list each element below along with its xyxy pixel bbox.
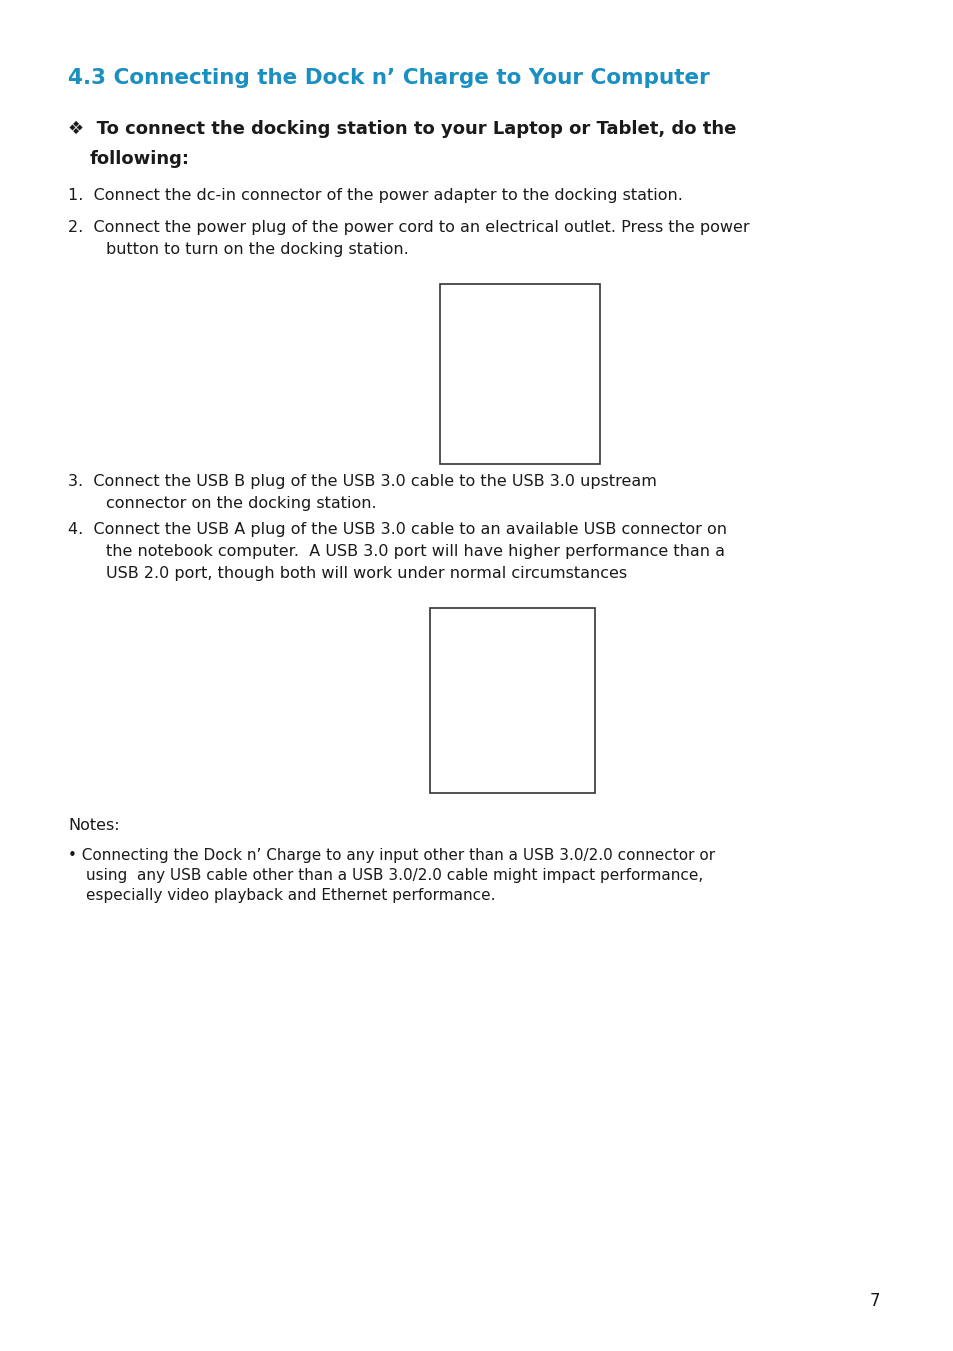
Text: 2.  Connect the power plug of the power cord to an electrical outlet. Press the : 2. Connect the power plug of the power c…	[68, 220, 749, 235]
Text: • Connecting the Dock n’ Charge to any input other than a USB 3.0/2.0 connector : • Connecting the Dock n’ Charge to any i…	[68, 848, 715, 863]
Text: button to turn on the docking station.: button to turn on the docking station.	[106, 242, 408, 257]
Text: 1.  Connect the dc-in connector of the power adapter to the docking station.: 1. Connect the dc-in connector of the po…	[68, 188, 682, 203]
Text: 7: 7	[868, 1292, 879, 1310]
Text: especially video playback and Ethernet performance.: especially video playback and Ethernet p…	[86, 888, 495, 902]
Bar	[430, 608, 595, 793]
Text: 4.3 Connecting the Dock n’ Charge to Your Computer: 4.3 Connecting the Dock n’ Charge to You…	[68, 68, 709, 88]
Text: using  any USB cable other than a USB 3.0/2.0 cable might impact performance,: using any USB cable other than a USB 3.0…	[86, 867, 702, 884]
Text: 3.  Connect the USB B plug of the USB 3.0 cable to the USB 3.0 upstream: 3. Connect the USB B plug of the USB 3.0…	[68, 474, 657, 489]
Text: following:: following:	[90, 150, 190, 168]
Text: 4.  Connect the USB A plug of the USB 3.0 cable to an available USB connector on: 4. Connect the USB A plug of the USB 3.0…	[68, 521, 726, 536]
Text: ❖  To connect the docking station to your Laptop or Tablet, do the: ❖ To connect the docking station to your…	[68, 120, 736, 138]
Text: Notes:: Notes:	[68, 817, 119, 834]
Text: connector on the docking station.: connector on the docking station.	[106, 496, 376, 511]
Bar	[439, 284, 599, 463]
Text: USB 2.0 port, though both will work under normal circumstances: USB 2.0 port, though both will work unde…	[106, 566, 626, 581]
Text: the notebook computer.  A USB 3.0 port will have higher performance than a: the notebook computer. A USB 3.0 port wi…	[106, 544, 724, 559]
